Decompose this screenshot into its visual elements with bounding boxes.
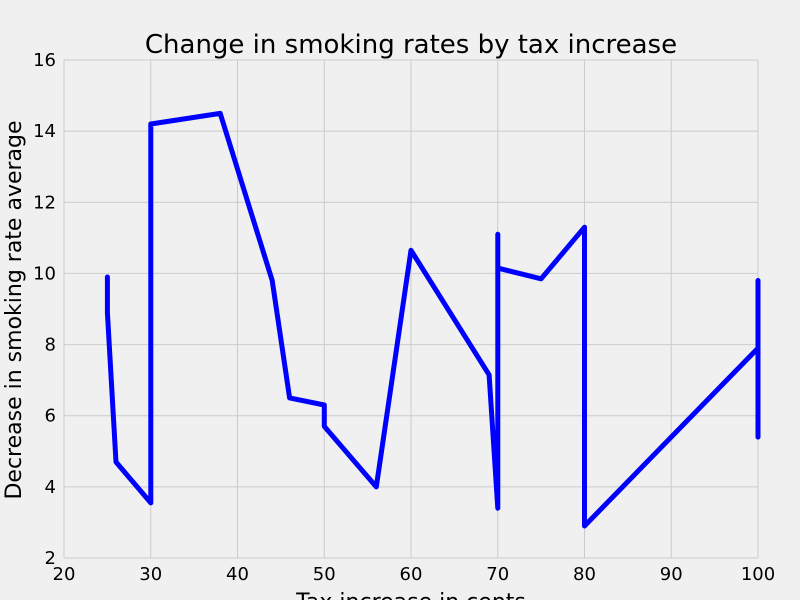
x-tick-label: 20: [53, 564, 76, 585]
gridlines: [63, 59, 759, 559]
y-tick-label: 2: [45, 548, 56, 569]
x-tick-label: 50: [313, 564, 336, 585]
series-layer: [104, 110, 761, 529]
chart-title: Change in smoking rates by tax increase: [145, 30, 677, 60]
x-tick-label: 60: [400, 564, 423, 585]
x-tick-label: 100: [741, 564, 775, 585]
x-tick-label: 40: [226, 564, 249, 585]
y-tick-label: 12: [33, 192, 56, 213]
y-tick-label: 6: [45, 406, 56, 427]
x-axis-label: Tax increase in cents: [295, 590, 526, 600]
series-line: [104, 110, 761, 529]
y-tick-label: 8: [45, 335, 56, 356]
y-tick-label: 4: [45, 477, 56, 498]
y-tick-label: 16: [33, 50, 56, 71]
tick-labels: 20 30 40 50 60 70 80 90 100 2 4 6 8 10 12 14 16: [33, 50, 775, 585]
y-tick-label: 14: [33, 121, 56, 142]
x-tick-label: 70: [486, 564, 509, 585]
x-tick-label: 90: [660, 564, 683, 585]
x-tick-label: 30: [139, 564, 162, 585]
x-tick-label: 80: [573, 564, 596, 585]
y-tick-label: 10: [33, 263, 56, 284]
y-axis-label: Decrease in smoking rate average: [2, 120, 27, 499]
